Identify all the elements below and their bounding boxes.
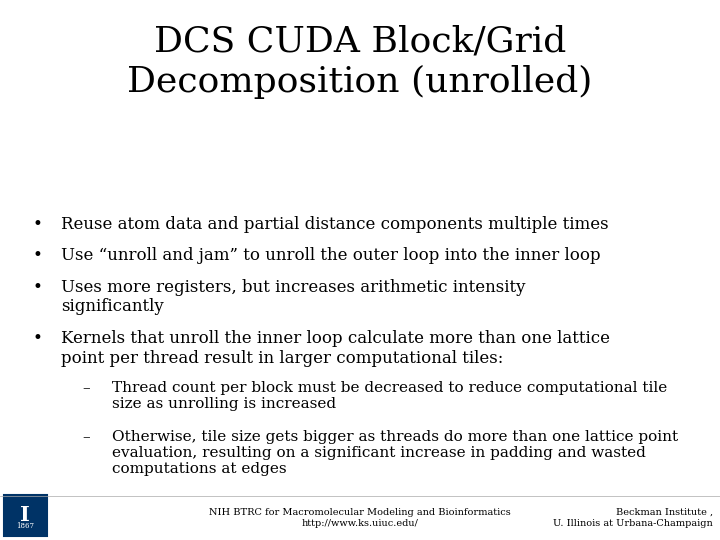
Text: Use “unroll and jam” to unroll the outer loop into the inner loop: Use “unroll and jam” to unroll the outer… — [61, 247, 600, 264]
Text: Otherwise, tile size gets bigger as threads do more than one lattice point
evalu: Otherwise, tile size gets bigger as thre… — [112, 430, 678, 476]
Text: –: – — [83, 430, 91, 444]
Text: Reuse atom data and partial distance components multiple times: Reuse atom data and partial distance com… — [61, 216, 609, 233]
Text: •: • — [32, 330, 42, 347]
Text: •: • — [32, 279, 42, 295]
Text: Uses more registers, but increases arithmetic intensity
significantly: Uses more registers, but increases arith… — [61, 279, 526, 315]
Text: I: I — [20, 505, 30, 525]
Text: –: – — [83, 381, 91, 395]
Text: 1867: 1867 — [17, 522, 35, 530]
Text: DCS CUDA Block/Grid
Decomposition (unrolled): DCS CUDA Block/Grid Decomposition (unrol… — [127, 24, 593, 99]
Text: Thread count per block must be decreased to reduce computational tile
size as un: Thread count per block must be decreased… — [112, 381, 667, 411]
Text: Beckman Institute ,
U. Illinois at Urbana-Champaign: Beckman Institute , U. Illinois at Urban… — [553, 508, 713, 528]
FancyBboxPatch shape — [4, 495, 47, 536]
Text: •: • — [32, 247, 42, 264]
Text: NIH BTRC for Macromolecular Modeling and Bioinformatics
http://www.ks.uiuc.edu/: NIH BTRC for Macromolecular Modeling and… — [209, 508, 511, 528]
Text: Kernels that unroll the inner loop calculate more than one lattice
point per thr: Kernels that unroll the inner loop calcu… — [61, 330, 611, 367]
Text: •: • — [32, 216, 42, 233]
